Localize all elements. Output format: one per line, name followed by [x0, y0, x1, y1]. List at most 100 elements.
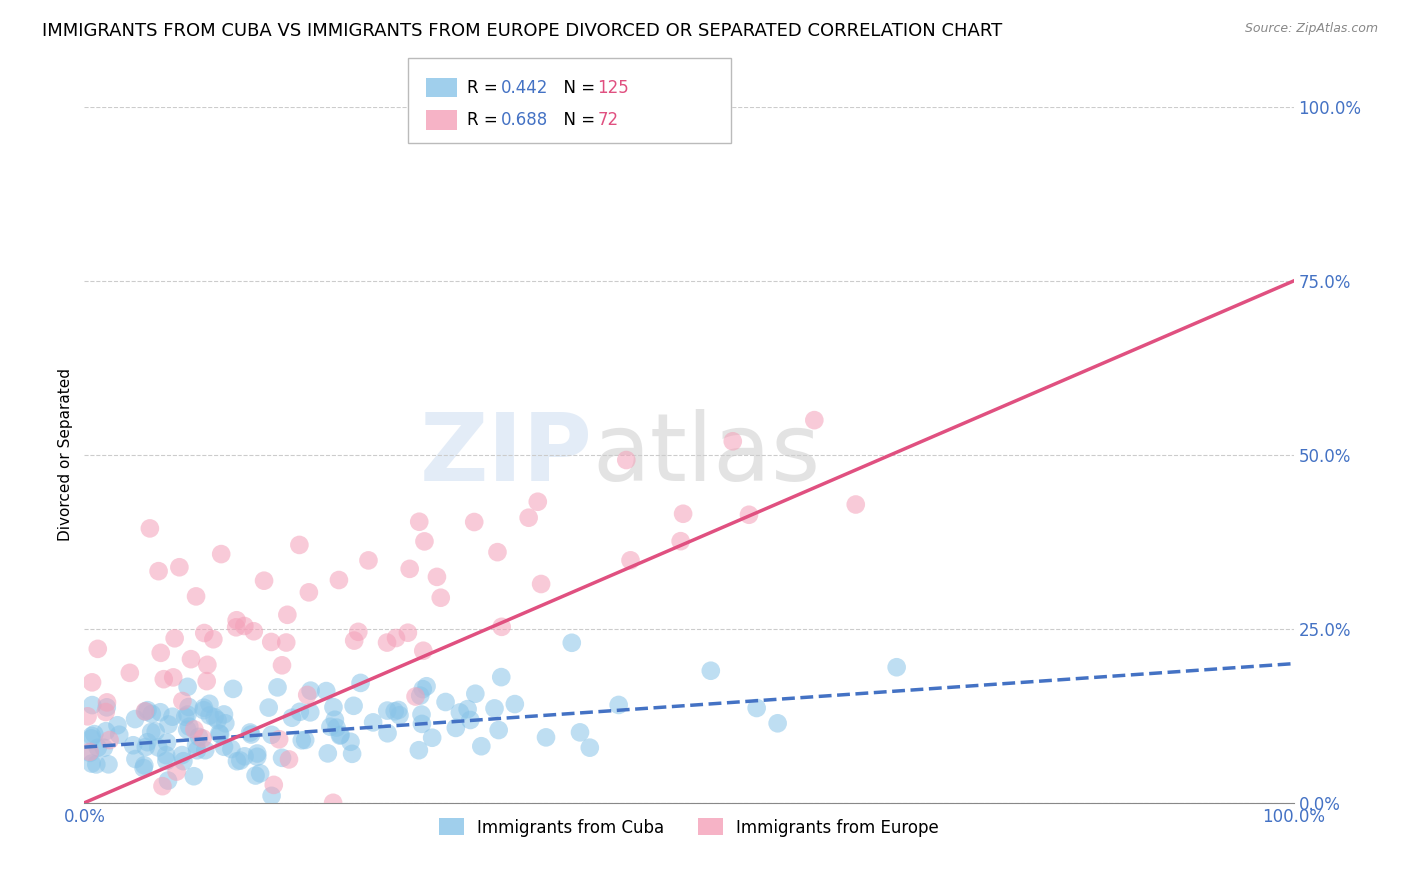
Point — [460, 713, 482, 727]
Point — [325, 721, 347, 735]
Point — [530, 577, 553, 591]
Point — [329, 728, 352, 742]
Point — [183, 769, 205, 783]
Point — [329, 729, 352, 743]
Point — [886, 660, 908, 674]
Point — [145, 724, 167, 739]
Point — [87, 641, 110, 656]
Point — [134, 758, 156, 772]
Point — [347, 624, 370, 639]
Point — [377, 726, 399, 740]
Point — [162, 670, 184, 684]
Point — [245, 768, 267, 782]
Point — [214, 716, 236, 731]
Text: R =: R = — [467, 112, 503, 129]
Point — [166, 764, 188, 779]
Point — [276, 607, 298, 622]
Text: atlas: atlas — [592, 409, 821, 501]
Point — [349, 676, 371, 690]
Point — [136, 735, 159, 749]
Point — [148, 740, 170, 755]
Point — [526, 494, 548, 508]
Point — [149, 646, 172, 660]
Point — [266, 681, 288, 695]
Point — [561, 636, 583, 650]
Point — [174, 710, 197, 724]
Point — [409, 689, 432, 703]
Point — [607, 698, 630, 712]
Point — [139, 521, 162, 535]
Point — [94, 724, 117, 739]
Point — [486, 545, 509, 559]
Point — [298, 585, 321, 599]
Point — [315, 684, 337, 698]
Point — [124, 752, 146, 766]
Point — [276, 635, 298, 649]
Point — [299, 683, 322, 698]
Point — [96, 695, 118, 709]
Point — [340, 747, 363, 761]
Point — [183, 723, 205, 737]
Point — [343, 633, 366, 648]
Point — [134, 704, 156, 718]
Point — [491, 670, 513, 684]
Text: 0.442: 0.442 — [501, 78, 548, 96]
Point — [322, 796, 344, 810]
Point — [198, 708, 221, 723]
Point — [191, 731, 214, 746]
Point — [299, 706, 322, 720]
Point — [136, 703, 159, 717]
Point — [208, 726, 231, 740]
Text: N =: N = — [553, 78, 600, 96]
Point — [193, 700, 215, 714]
Text: Source: ZipAtlas.com: Source: ZipAtlas.com — [1244, 22, 1378, 36]
Point — [464, 687, 486, 701]
Point — [80, 756, 103, 771]
Point — [517, 510, 540, 524]
Point — [222, 681, 245, 696]
Text: 125: 125 — [598, 78, 630, 96]
Point — [845, 498, 868, 512]
Point — [198, 697, 221, 711]
Point — [155, 754, 177, 768]
Point — [246, 749, 269, 764]
Point — [225, 613, 247, 627]
Point — [339, 735, 361, 749]
Point — [176, 723, 198, 737]
Point — [375, 635, 398, 649]
Point — [411, 707, 433, 722]
Point — [297, 688, 319, 702]
Point — [271, 658, 294, 673]
Point — [79, 746, 101, 760]
Point — [294, 733, 316, 747]
Point — [384, 704, 406, 718]
Point — [97, 757, 120, 772]
Point — [229, 754, 252, 768]
Point — [188, 730, 211, 744]
Point — [491, 620, 513, 634]
Point — [415, 679, 437, 693]
Point — [375, 704, 398, 718]
Point — [534, 731, 557, 745]
Point — [243, 624, 266, 639]
Point — [253, 574, 276, 588]
Text: N =: N = — [553, 112, 600, 129]
Point — [169, 560, 191, 574]
Point — [239, 725, 262, 739]
Legend: Immigrants from Cuba, Immigrants from Europe: Immigrants from Cuba, Immigrants from Eu… — [432, 812, 946, 843]
Point — [122, 738, 145, 752]
Point — [233, 749, 256, 764]
Point — [738, 508, 761, 522]
Point — [316, 747, 339, 761]
Point — [700, 664, 723, 678]
Point — [614, 453, 637, 467]
Point — [225, 620, 247, 634]
Point — [193, 626, 215, 640]
Point — [721, 434, 744, 449]
Text: 72: 72 — [598, 112, 619, 129]
Point — [80, 729, 103, 743]
Point — [176, 707, 198, 722]
Point — [278, 752, 301, 766]
Point — [411, 717, 433, 731]
Point — [249, 766, 271, 780]
